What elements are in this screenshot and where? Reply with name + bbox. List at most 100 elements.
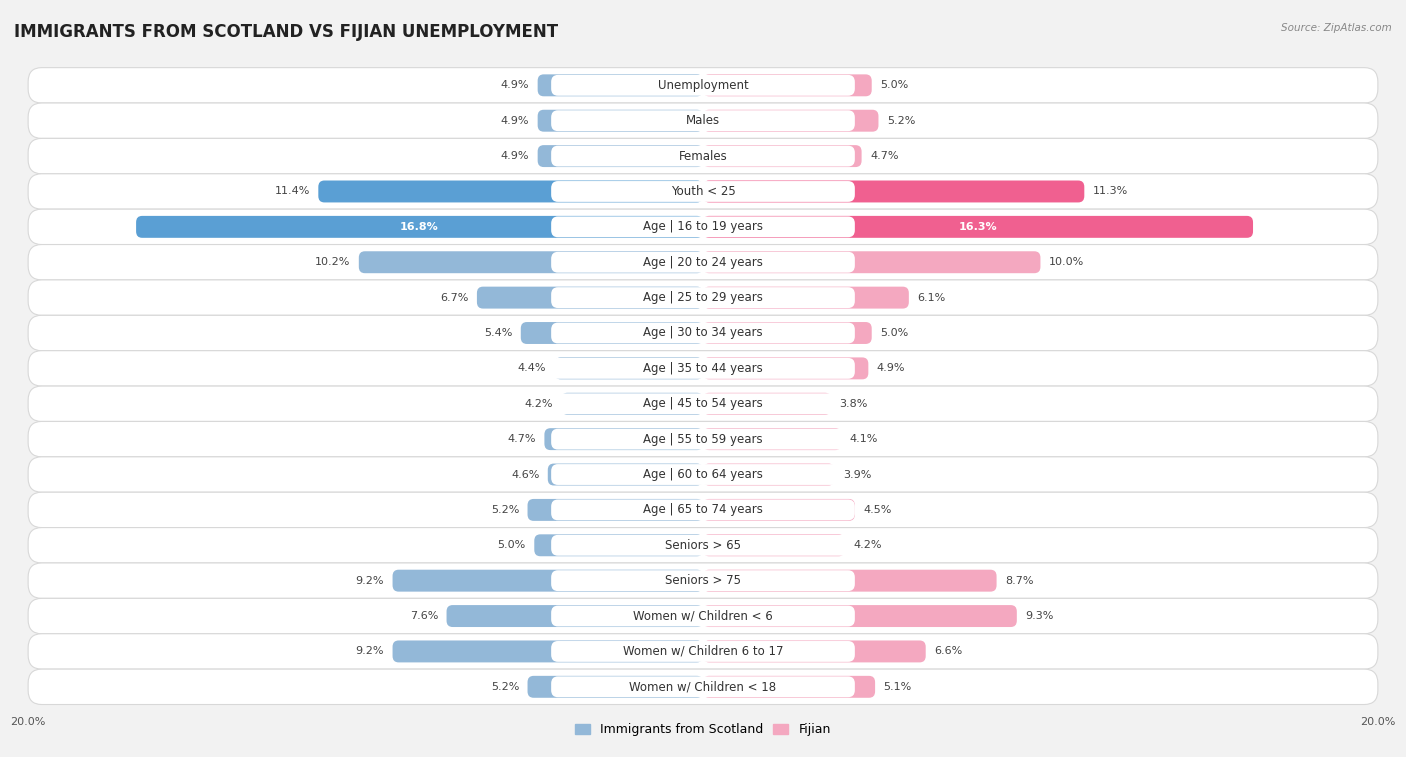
FancyBboxPatch shape — [28, 67, 1378, 103]
Text: 4.9%: 4.9% — [501, 151, 529, 161]
FancyBboxPatch shape — [551, 358, 855, 378]
FancyBboxPatch shape — [703, 322, 872, 344]
Text: 10.2%: 10.2% — [315, 257, 350, 267]
Text: Age | 25 to 29 years: Age | 25 to 29 years — [643, 291, 763, 304]
Text: 4.7%: 4.7% — [870, 151, 898, 161]
Text: 4.6%: 4.6% — [510, 469, 540, 479]
Text: 5.2%: 5.2% — [491, 682, 519, 692]
Text: 5.1%: 5.1% — [883, 682, 911, 692]
Text: Women w/ Children 6 to 17: Women w/ Children 6 to 17 — [623, 645, 783, 658]
Text: 9.3%: 9.3% — [1025, 611, 1053, 621]
Text: 4.4%: 4.4% — [517, 363, 546, 373]
FancyBboxPatch shape — [136, 216, 703, 238]
FancyBboxPatch shape — [359, 251, 703, 273]
FancyBboxPatch shape — [703, 216, 1253, 238]
FancyBboxPatch shape — [703, 145, 862, 167]
FancyBboxPatch shape — [28, 350, 1378, 386]
FancyBboxPatch shape — [537, 145, 703, 167]
FancyBboxPatch shape — [551, 287, 855, 308]
Text: Women w/ Children < 18: Women w/ Children < 18 — [630, 681, 776, 693]
FancyBboxPatch shape — [551, 252, 855, 273]
FancyBboxPatch shape — [548, 463, 703, 485]
FancyBboxPatch shape — [318, 180, 703, 202]
Text: 9.2%: 9.2% — [356, 575, 384, 586]
FancyBboxPatch shape — [28, 669, 1378, 705]
Text: Age | 45 to 54 years: Age | 45 to 54 years — [643, 397, 763, 410]
FancyBboxPatch shape — [28, 456, 1378, 492]
FancyBboxPatch shape — [703, 251, 1040, 273]
FancyBboxPatch shape — [551, 111, 855, 131]
FancyBboxPatch shape — [703, 463, 835, 485]
Text: 11.4%: 11.4% — [274, 186, 309, 197]
FancyBboxPatch shape — [28, 386, 1378, 422]
Text: Women w/ Children < 6: Women w/ Children < 6 — [633, 609, 773, 622]
Text: 16.8%: 16.8% — [401, 222, 439, 232]
FancyBboxPatch shape — [28, 492, 1378, 528]
FancyBboxPatch shape — [703, 393, 831, 415]
Text: Age | 30 to 34 years: Age | 30 to 34 years — [643, 326, 763, 339]
Text: IMMIGRANTS FROM SCOTLAND VS FIJIAN UNEMPLOYMENT: IMMIGRANTS FROM SCOTLAND VS FIJIAN UNEMP… — [14, 23, 558, 41]
Text: 6.6%: 6.6% — [934, 646, 962, 656]
FancyBboxPatch shape — [447, 605, 703, 627]
FancyBboxPatch shape — [28, 174, 1378, 209]
Text: 3.9%: 3.9% — [844, 469, 872, 479]
Text: 9.2%: 9.2% — [356, 646, 384, 656]
Text: 3.8%: 3.8% — [839, 399, 868, 409]
Text: 5.4%: 5.4% — [484, 328, 512, 338]
Text: 4.2%: 4.2% — [853, 540, 882, 550]
Text: 4.7%: 4.7% — [508, 435, 536, 444]
Text: 10.0%: 10.0% — [1049, 257, 1084, 267]
FancyBboxPatch shape — [703, 676, 875, 698]
FancyBboxPatch shape — [703, 74, 872, 96]
Text: 16.3%: 16.3% — [959, 222, 997, 232]
Text: 5.0%: 5.0% — [880, 80, 908, 90]
FancyBboxPatch shape — [28, 139, 1378, 174]
FancyBboxPatch shape — [551, 464, 855, 485]
FancyBboxPatch shape — [551, 217, 855, 237]
Legend: Immigrants from Scotland, Fijian: Immigrants from Scotland, Fijian — [571, 718, 835, 741]
FancyBboxPatch shape — [28, 598, 1378, 634]
Text: Age | 35 to 44 years: Age | 35 to 44 years — [643, 362, 763, 375]
FancyBboxPatch shape — [703, 534, 845, 556]
FancyBboxPatch shape — [551, 394, 855, 414]
FancyBboxPatch shape — [28, 103, 1378, 139]
FancyBboxPatch shape — [551, 570, 855, 591]
FancyBboxPatch shape — [703, 499, 855, 521]
FancyBboxPatch shape — [703, 605, 1017, 627]
FancyBboxPatch shape — [28, 280, 1378, 316]
FancyBboxPatch shape — [551, 677, 855, 697]
Text: 4.9%: 4.9% — [877, 363, 905, 373]
FancyBboxPatch shape — [703, 570, 997, 592]
FancyBboxPatch shape — [534, 534, 703, 556]
FancyBboxPatch shape — [28, 209, 1378, 245]
Text: 8.7%: 8.7% — [1005, 575, 1033, 586]
FancyBboxPatch shape — [551, 75, 855, 95]
FancyBboxPatch shape — [703, 110, 879, 132]
FancyBboxPatch shape — [392, 570, 703, 592]
FancyBboxPatch shape — [703, 180, 1084, 202]
FancyBboxPatch shape — [561, 393, 703, 415]
FancyBboxPatch shape — [28, 422, 1378, 456]
Text: Females: Females — [679, 150, 727, 163]
FancyBboxPatch shape — [477, 287, 703, 309]
Text: Source: ZipAtlas.com: Source: ZipAtlas.com — [1281, 23, 1392, 33]
FancyBboxPatch shape — [544, 428, 703, 450]
FancyBboxPatch shape — [28, 563, 1378, 598]
Text: 6.1%: 6.1% — [917, 293, 945, 303]
Text: 4.9%: 4.9% — [501, 116, 529, 126]
FancyBboxPatch shape — [551, 428, 855, 450]
FancyBboxPatch shape — [28, 316, 1378, 350]
Text: Age | 65 to 74 years: Age | 65 to 74 years — [643, 503, 763, 516]
FancyBboxPatch shape — [554, 357, 703, 379]
Text: Age | 60 to 64 years: Age | 60 to 64 years — [643, 468, 763, 481]
Text: 5.0%: 5.0% — [880, 328, 908, 338]
Text: 4.2%: 4.2% — [524, 399, 553, 409]
Text: Age | 20 to 24 years: Age | 20 to 24 years — [643, 256, 763, 269]
Text: Age | 16 to 19 years: Age | 16 to 19 years — [643, 220, 763, 233]
FancyBboxPatch shape — [551, 500, 855, 520]
Text: Seniors > 75: Seniors > 75 — [665, 574, 741, 587]
Text: 7.6%: 7.6% — [409, 611, 439, 621]
FancyBboxPatch shape — [392, 640, 703, 662]
FancyBboxPatch shape — [527, 499, 703, 521]
Text: Seniors > 65: Seniors > 65 — [665, 539, 741, 552]
